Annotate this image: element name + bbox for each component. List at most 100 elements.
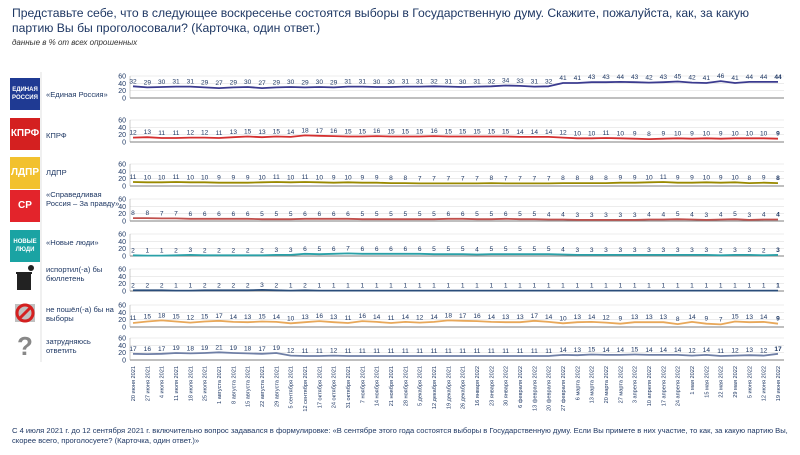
x-tick-label: 24 апреля 2022 bbox=[676, 366, 682, 406]
data-label: 2 bbox=[246, 247, 250, 254]
data-label: 1 bbox=[403, 283, 407, 290]
x-tick-label: 18 июля 2021 bbox=[188, 366, 194, 401]
x-tick-label: 8 августа 2021 bbox=[231, 366, 237, 404]
data-label: 43 bbox=[631, 74, 639, 81]
data-label: 14 bbox=[602, 347, 610, 354]
party-label: «Справедливая Россия – За правду» bbox=[46, 190, 120, 208]
data-label: 46 bbox=[717, 73, 725, 80]
data-label: 11 bbox=[402, 348, 409, 355]
series-line bbox=[132, 181, 779, 185]
data-label: 9 bbox=[217, 175, 221, 182]
y-tick-label: 60 bbox=[118, 232, 126, 239]
data-label: 1 bbox=[676, 283, 680, 290]
x-tick-label: 12 декабря 2021 bbox=[432, 366, 438, 409]
data-label: 14 bbox=[545, 314, 553, 321]
data-label: 10 bbox=[746, 130, 754, 137]
data-label: 9 bbox=[690, 175, 694, 182]
data-label: 15 bbox=[473, 129, 481, 136]
data-label: 8 bbox=[489, 175, 493, 182]
data-label: 8 bbox=[389, 175, 393, 182]
data-label: 12 bbox=[187, 130, 195, 137]
data-label: 4 bbox=[719, 212, 723, 219]
data-label: 5 bbox=[389, 211, 393, 218]
y-tick-label: 20 bbox=[118, 281, 126, 288]
data-label: 6 bbox=[504, 211, 508, 218]
data-label: 3 bbox=[704, 212, 708, 219]
x-tick-label: 17 октября 2021 bbox=[317, 366, 323, 408]
data-label: 1 bbox=[446, 283, 450, 290]
data-label: 1 bbox=[418, 283, 422, 290]
data-label: 11 bbox=[359, 348, 366, 355]
data-label: 2 bbox=[274, 282, 278, 289]
data-label: 1 bbox=[747, 283, 751, 290]
data-label: 3 bbox=[604, 212, 608, 219]
data-label: 10 bbox=[201, 174, 209, 181]
party-label: испортил(-а) бы бюллетень bbox=[46, 265, 103, 283]
data-label: 12 bbox=[129, 130, 137, 137]
x-tick-label: 13 марта 2022 bbox=[590, 366, 596, 403]
data-label: 8 bbox=[145, 210, 149, 217]
data-label: 5 bbox=[432, 246, 436, 253]
data-label: 11 bbox=[660, 174, 667, 181]
data-label: 9 bbox=[719, 131, 723, 138]
data-label: 9 bbox=[776, 316, 780, 323]
data-label: 29 bbox=[301, 79, 309, 86]
data-label: 6 bbox=[418, 246, 422, 253]
data-label: 3 bbox=[633, 212, 637, 219]
data-label: 27 bbox=[215, 80, 223, 87]
y-tick-label: 20 bbox=[118, 211, 126, 218]
data-label: 5 bbox=[518, 211, 522, 218]
data-label: 3 bbox=[747, 247, 751, 254]
data-label: 7 bbox=[547, 175, 551, 182]
data-label: 4 bbox=[561, 247, 565, 254]
y-tick-label: 0 bbox=[122, 96, 126, 103]
data-label: 32 bbox=[545, 78, 553, 85]
data-label: 4 bbox=[547, 212, 551, 219]
data-label: 17 bbox=[774, 346, 782, 353]
data-label: 11 bbox=[502, 348, 509, 355]
data-label: 14 bbox=[402, 314, 410, 321]
data-label: 5 bbox=[446, 246, 450, 253]
y-tick-label: 0 bbox=[122, 358, 126, 365]
data-label: 14 bbox=[645, 347, 653, 354]
data-label: 18 bbox=[187, 345, 195, 352]
data-label: 14 bbox=[688, 314, 696, 321]
data-label: 1 bbox=[188, 283, 192, 290]
data-label: 3 bbox=[289, 247, 293, 254]
data-label: 2 bbox=[174, 247, 178, 254]
data-label: 29 bbox=[273, 79, 281, 86]
data-label: 11 bbox=[216, 130, 223, 137]
data-label: 10 bbox=[574, 130, 582, 137]
data-label: 3 bbox=[590, 247, 594, 254]
data-label: 30 bbox=[287, 79, 295, 86]
y-tick-label: 60 bbox=[118, 197, 126, 204]
data-label: 2 bbox=[762, 247, 766, 254]
data-label: 11 bbox=[345, 315, 352, 322]
data-label: 19 bbox=[230, 345, 238, 352]
data-label: 1 bbox=[432, 283, 436, 290]
data-label: 9 bbox=[719, 175, 723, 182]
footnote: С 4 июля 2021 г. до 12 сентября 2021 г. … bbox=[12, 426, 788, 445]
data-label: 10 bbox=[158, 174, 166, 181]
y-tick-label: 20 bbox=[118, 88, 126, 95]
data-label: 18 bbox=[244, 345, 252, 352]
data-label: 5 bbox=[461, 246, 465, 253]
data-label: 31 bbox=[402, 79, 410, 86]
data-label: 6 bbox=[303, 246, 307, 253]
data-label: 5 bbox=[403, 211, 407, 218]
data-label: 31 bbox=[359, 79, 367, 86]
data-label: 1 bbox=[618, 283, 622, 290]
x-tick-label: 12 сентября 2021 bbox=[303, 366, 309, 412]
data-label: 1 bbox=[489, 283, 493, 290]
data-label: 10 bbox=[760, 130, 768, 137]
data-label: 7 bbox=[174, 210, 178, 217]
data-label: 8 bbox=[676, 316, 680, 323]
data-label: 1 bbox=[160, 248, 164, 255]
data-label: 10 bbox=[731, 174, 739, 181]
data-label: 16 bbox=[373, 128, 381, 135]
data-label: 10 bbox=[287, 315, 295, 322]
kprf-logo: КПРФ bbox=[10, 118, 40, 150]
y-tick-label: 40 bbox=[118, 81, 126, 88]
data-label: 9 bbox=[231, 175, 235, 182]
data-label: 10 bbox=[559, 315, 567, 322]
